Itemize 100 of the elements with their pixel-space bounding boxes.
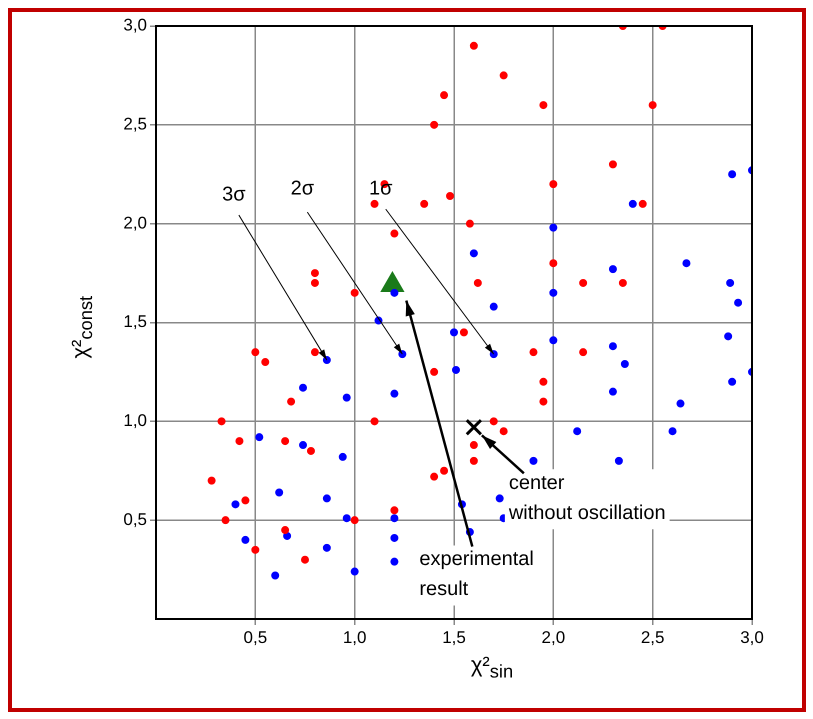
- point: [608, 160, 617, 168]
- point: [271, 572, 280, 580]
- point: [440, 466, 448, 475]
- point: [222, 516, 230, 524]
- point: [322, 494, 331, 502]
- point: [261, 358, 270, 366]
- point: [390, 506, 398, 514]
- point: [281, 526, 290, 534]
- point: [430, 368, 438, 376]
- point: [342, 394, 351, 402]
- y-tick-label: 0,5: [123, 510, 147, 529]
- point: [350, 568, 359, 576]
- y-tick-label: 1,5: [123, 312, 147, 332]
- point: [728, 378, 736, 386]
- point: [668, 427, 677, 436]
- annotation: 1σ: [369, 178, 394, 200]
- point: [618, 278, 627, 287]
- point: [218, 417, 226, 426]
- point: [420, 200, 428, 208]
- point: [370, 417, 379, 426]
- point: [350, 516, 359, 524]
- point: [676, 400, 684, 408]
- point: [390, 514, 398, 522]
- x-tick-label: 0,5: [244, 628, 268, 647]
- point: [579, 348, 588, 356]
- point: [500, 71, 508, 80]
- point: [208, 476, 216, 485]
- annotation: center without oscillation: [508, 472, 666, 524]
- annotation: 3σ: [222, 184, 246, 206]
- point: [310, 348, 319, 356]
- point: [638, 200, 647, 208]
- point: [452, 366, 460, 374]
- point: [241, 536, 250, 544]
- point: [306, 446, 315, 455]
- point: [465, 418, 482, 436]
- point: [539, 398, 548, 406]
- point: [549, 288, 558, 297]
- point: [728, 170, 736, 178]
- point: [255, 433, 264, 442]
- point: [338, 452, 347, 461]
- point: [573, 427, 582, 436]
- point: [490, 417, 498, 426]
- point: [287, 398, 296, 406]
- point: [529, 456, 538, 465]
- point: [620, 360, 629, 368]
- x-tick-label: 3,0: [740, 628, 764, 647]
- point: [310, 269, 319, 278]
- point: [549, 259, 558, 268]
- point: [231, 500, 240, 508]
- point: [251, 348, 260, 356]
- point: [350, 288, 359, 297]
- x-tick-label: 2,5: [640, 628, 664, 647]
- point: [470, 441, 478, 450]
- y-tick-label: 2,5: [123, 114, 147, 134]
- point: [390, 230, 398, 238]
- point: [549, 180, 558, 188]
- point: [281, 437, 290, 446]
- x-tick-label: 1,0: [342, 628, 366, 647]
- point: [299, 384, 308, 392]
- point: [466, 220, 474, 228]
- x-tick-label: 2,0: [542, 628, 566, 647]
- y-tick-label: 2,0: [123, 213, 147, 232]
- point: [474, 278, 482, 287]
- point: [608, 265, 617, 274]
- point: [446, 192, 454, 200]
- point: [299, 441, 308, 450]
- point: [608, 342, 617, 350]
- point: [251, 546, 260, 554]
- point: [430, 120, 438, 129]
- x-axis-title: χ²$_{sin}$: [470, 652, 514, 682]
- point: [682, 259, 690, 268]
- point: [648, 101, 657, 110]
- point: [322, 544, 331, 552]
- point: [241, 496, 250, 504]
- x-tick-label: 1,5: [442, 628, 466, 647]
- point: [614, 456, 623, 465]
- point: [470, 249, 478, 258]
- point: [529, 348, 538, 356]
- point: [390, 288, 398, 297]
- point: [301, 556, 309, 564]
- point: [470, 456, 478, 465]
- point: [496, 494, 504, 502]
- point: [549, 336, 558, 344]
- point: [470, 42, 478, 50]
- point: [460, 328, 468, 336]
- annotation: 2σ: [290, 178, 315, 200]
- y-tick-label: 1,0: [123, 411, 147, 430]
- point: [342, 514, 351, 522]
- point: [390, 534, 398, 542]
- point: [628, 200, 637, 208]
- point: [724, 332, 732, 340]
- point: [734, 298, 742, 307]
- point: [390, 558, 398, 566]
- point: [726, 278, 734, 287]
- point: [275, 488, 284, 496]
- point: [490, 302, 498, 311]
- y-tick-label: 3,0: [123, 16, 147, 35]
- point: [608, 388, 617, 396]
- point: [450, 328, 458, 336]
- point: [440, 91, 448, 100]
